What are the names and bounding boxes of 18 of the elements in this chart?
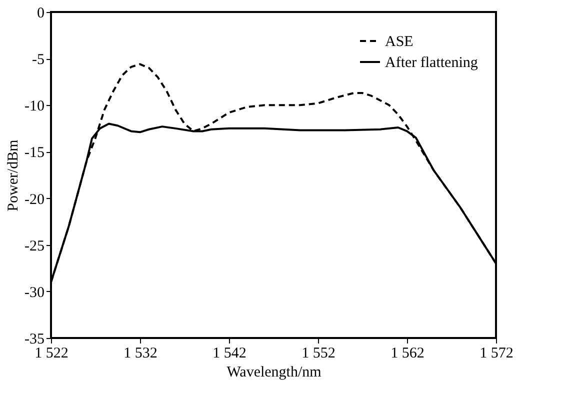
x-axis-title: Wavelength/nm	[226, 364, 322, 380]
y-tick-label: -10	[24, 98, 44, 115]
x-tick-label: 1 522	[34, 346, 68, 362]
y-tick-label: -15	[24, 145, 44, 162]
x-tick-label: 1 542	[212, 346, 246, 362]
y-axis-title: Power/dBm	[6, 139, 22, 212]
y-tick-label: -5	[32, 52, 44, 68]
legend-label: ASE	[385, 34, 414, 50]
y-tick-label: -30	[24, 284, 44, 301]
y-tick-label: -25	[24, 238, 44, 254]
x-tick-label: 1 572	[480, 346, 514, 362]
legend-label: After flattening	[385, 55, 478, 71]
x-tick-label: 1 552	[302, 346, 336, 362]
x-tick-label: 1 532	[124, 346, 158, 362]
y-tick-label: 0	[37, 6, 44, 22]
y-tick-label: -35	[24, 332, 44, 348]
y-tick-label: -20	[24, 192, 44, 208]
x-tick-label: 1 562	[390, 346, 424, 362]
